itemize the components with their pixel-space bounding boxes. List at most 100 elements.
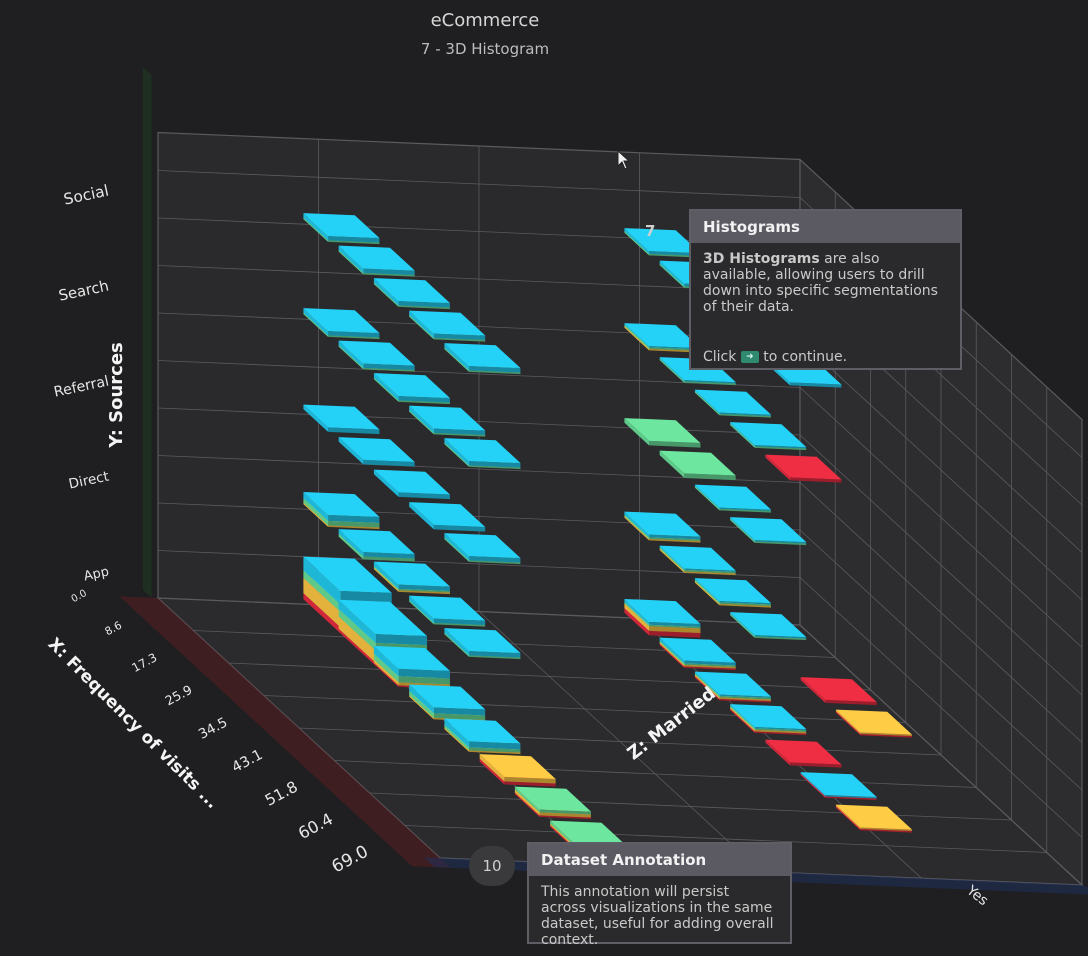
wall-grid-line xyxy=(799,434,1083,696)
histogram-bar-segment xyxy=(730,612,755,637)
chart-subtitle: 7 - 3D Histogram xyxy=(420,40,550,58)
step-number-badge: 7 xyxy=(645,222,656,240)
histogram-bar-segment xyxy=(338,529,364,557)
y-axis-tick-label: Search xyxy=(57,278,110,305)
histogram-bar-side xyxy=(860,733,912,738)
histogram-bar-top xyxy=(338,529,415,554)
histogram-bar-side xyxy=(398,588,450,593)
histograms-panel-body: 3D Histograms are also available, allowi… xyxy=(691,243,960,373)
histogram-bar-top xyxy=(338,340,415,366)
histogram-bar-side xyxy=(328,520,380,528)
histogram-bar-segment xyxy=(409,684,434,714)
histogram-bar-segment xyxy=(694,673,720,698)
continue-arrow-icon[interactable]: ➜ xyxy=(740,351,759,363)
histograms-tour-panel: Histograms 3D Histograms are also availa… xyxy=(689,209,962,370)
continue-text: to continue. xyxy=(763,349,848,365)
histogram-bar-top xyxy=(338,245,415,271)
histogram-bar-segment xyxy=(624,598,650,625)
y-axis-band xyxy=(142,67,152,598)
histogram-bar-side xyxy=(719,603,771,608)
histogram-bar-segment xyxy=(694,578,720,603)
histogram-bar-top xyxy=(373,645,450,671)
x-axis-tick-label: 17.3 xyxy=(130,650,160,675)
histogram-bar-segment xyxy=(835,804,861,829)
histogram-bar-side xyxy=(433,524,486,532)
histogram-bar-side xyxy=(363,459,415,467)
histogram-bar-segment xyxy=(659,640,685,665)
histogram-bar-segment xyxy=(694,486,720,511)
histogram-bar-side xyxy=(790,477,842,483)
x-axis-tick-label: 43.1 xyxy=(229,747,265,776)
histogram-bar-segment xyxy=(800,677,826,703)
histogram-bar-top xyxy=(800,772,877,798)
histogram-bar-segment xyxy=(624,326,650,351)
histogram-bar-segment xyxy=(303,308,329,336)
mouse-cursor-icon xyxy=(617,150,631,170)
histogram-bar-segment xyxy=(624,323,650,348)
x-axis-tick-label: 8.6 xyxy=(103,619,124,639)
histogram-bar-segment xyxy=(338,608,376,651)
histogram-bar-top xyxy=(659,637,736,663)
histogram-bar-segment xyxy=(373,278,399,306)
histogram-bar-side xyxy=(649,630,701,638)
histogram-bar-side xyxy=(398,668,450,679)
histogram-bar-segment xyxy=(338,616,376,663)
histogram-bar-segment xyxy=(730,705,755,730)
histogram-bar-segment xyxy=(765,739,791,766)
histogram-bar-top xyxy=(624,511,701,537)
histogram-bar-side xyxy=(825,796,877,801)
histogram-bar-side xyxy=(363,272,415,277)
histogram-bar-top xyxy=(373,469,450,495)
histogram-bar-segment xyxy=(338,340,364,368)
annotation-number-badge[interactable]: 10 xyxy=(469,846,515,886)
histogram-bar-top xyxy=(303,492,380,517)
histogram-bar-segment xyxy=(730,708,755,733)
histogram-bar-side xyxy=(469,560,521,565)
histogram-bar-side xyxy=(649,624,701,629)
histogram-bar-segment xyxy=(730,518,755,543)
histogram-bar-side xyxy=(469,650,521,658)
histogram-bar-side xyxy=(469,370,521,375)
histogram-bar-segment xyxy=(624,418,650,446)
histogram-bar-side xyxy=(363,556,415,562)
histogram-bar-segment xyxy=(659,643,685,668)
histogram-bar-segment xyxy=(730,423,755,448)
histogram-bar-top xyxy=(730,612,807,638)
histogram-bar-segment xyxy=(303,502,329,527)
histogram-bar-segment xyxy=(338,345,364,370)
histogram-bar-segment xyxy=(373,282,399,307)
histogram-bar-top xyxy=(444,628,521,653)
histogram-bar-side xyxy=(684,381,736,386)
histogram-bar-side xyxy=(433,707,486,716)
histogram-bar-top xyxy=(694,389,771,415)
histogram-bar-side xyxy=(649,347,701,352)
histogram-bar-side xyxy=(649,440,701,448)
histogram-bar-side xyxy=(469,465,521,470)
histogram-bar-segment xyxy=(303,498,329,526)
histogram-bar-side xyxy=(860,732,912,737)
histogram-bar-segment xyxy=(624,228,650,254)
histogram-bar-side xyxy=(754,728,807,733)
histogram-bar-segment xyxy=(659,642,685,667)
y-axis-tick-label: Social xyxy=(62,182,110,209)
histogram-bar-side xyxy=(398,676,450,685)
histogram-bar-segment xyxy=(373,567,399,592)
histogram-bar-side xyxy=(363,367,415,372)
histogram-bar-side xyxy=(649,348,701,353)
histogram-bar-top xyxy=(338,437,415,463)
histogram-bar-side xyxy=(719,508,771,513)
histogram-bar-segment xyxy=(800,772,826,797)
histogram-bar-segment xyxy=(373,561,399,589)
histogram-bar-segment xyxy=(444,718,470,748)
histogram-bar-side xyxy=(684,379,736,384)
histogram-bar-segment xyxy=(659,260,685,287)
x-axis-tick-label: 60.4 xyxy=(295,809,336,843)
y-axis-tick-label: App xyxy=(82,564,110,584)
histogram-bar-side xyxy=(469,741,521,750)
histogram-bar-top xyxy=(409,684,486,710)
histogram-bar-segment xyxy=(409,310,434,338)
histogram-bar-top xyxy=(694,578,771,604)
histogram-bar-top xyxy=(303,404,380,430)
histogram-bar-segment xyxy=(835,709,861,734)
